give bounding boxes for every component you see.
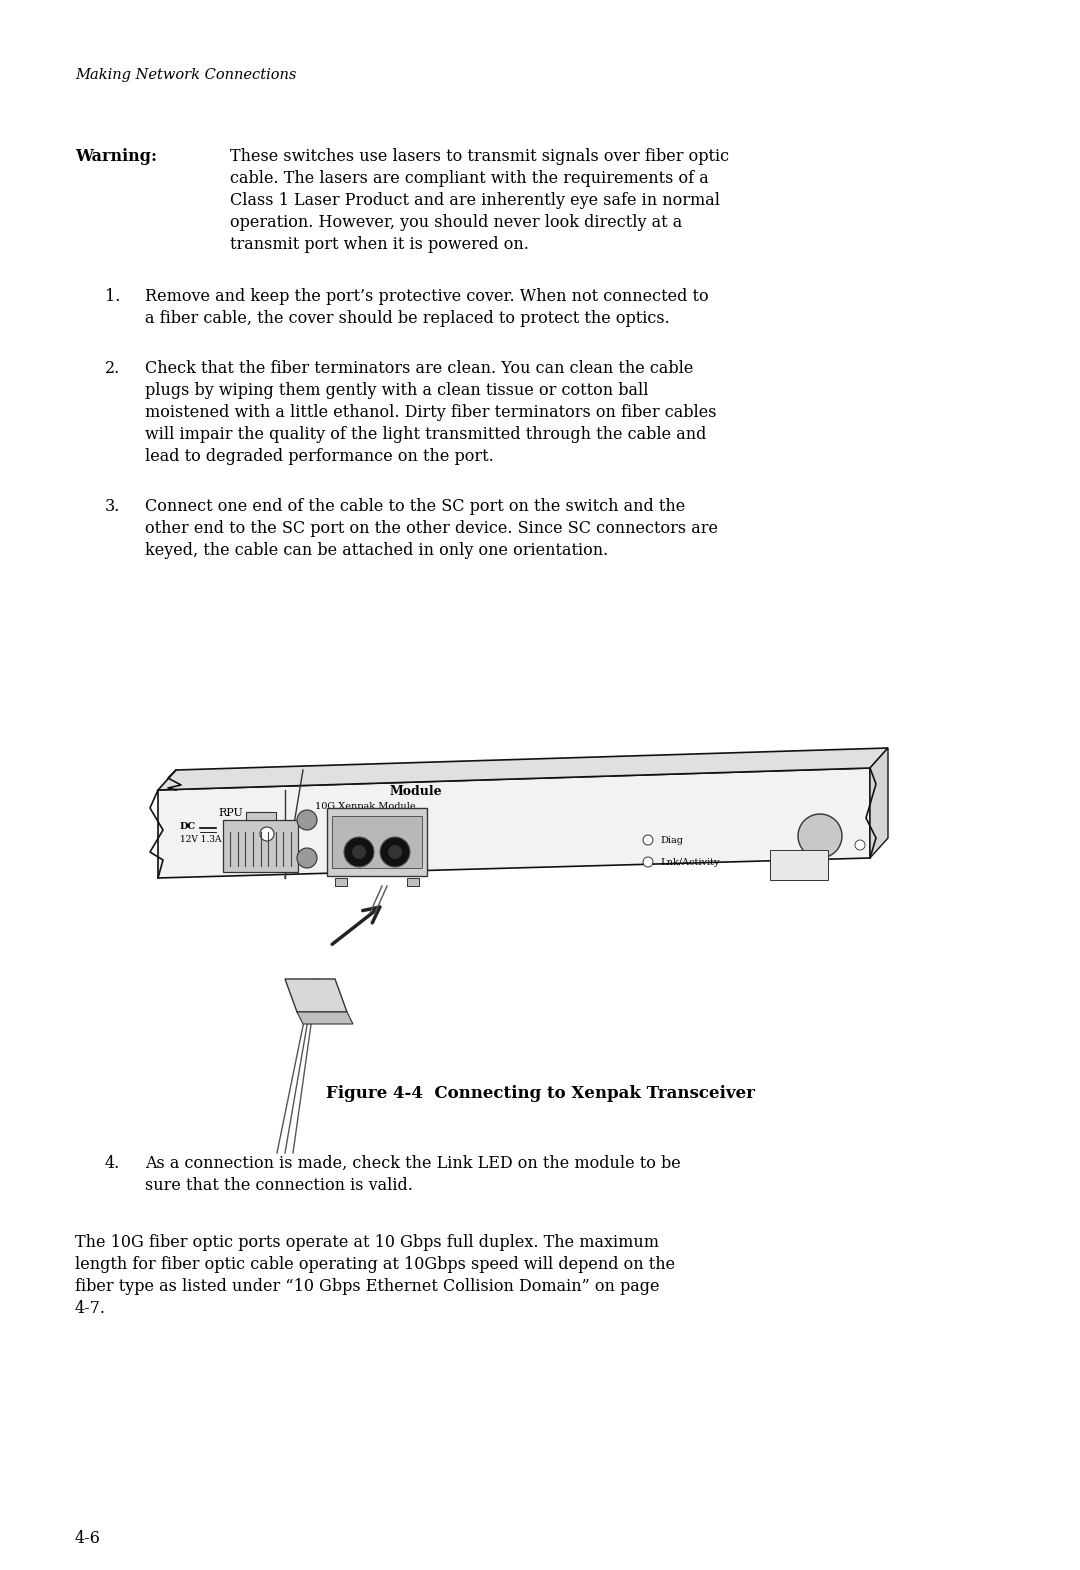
- Circle shape: [643, 857, 653, 867]
- Text: These switches use lasers to transmit signals over fiber optic: These switches use lasers to transmit si…: [230, 148, 729, 165]
- Text: Module: Module: [390, 785, 443, 798]
- Text: transmit port when it is powered on.: transmit port when it is powered on.: [230, 236, 529, 253]
- Circle shape: [352, 845, 366, 859]
- Bar: [327, 809, 427, 876]
- Text: a fiber cable, the cover should be replaced to protect the optics.: a fiber cable, the cover should be repla…: [145, 309, 670, 327]
- Circle shape: [345, 837, 374, 867]
- Text: 4-6: 4-6: [75, 1531, 100, 1546]
- Text: moistened with a little ethanol. Dirty fiber terminators on fiber cables: moistened with a little ethanol. Dirty f…: [145, 403, 716, 421]
- Text: fiber type as listed under “10 Gbps Ethernet Collision Domain” on page: fiber type as listed under “10 Gbps Ethe…: [75, 1278, 660, 1295]
- Circle shape: [297, 848, 318, 868]
- Bar: [222, 820, 298, 871]
- Text: Check that the fiber terminators are clean. You can clean the cable: Check that the fiber terminators are cle…: [145, 360, 693, 377]
- Text: keyed, the cable can be attached in only one orientation.: keyed, the cable can be attached in only…: [145, 542, 608, 559]
- Text: Connect one end of the cable to the SC port on the switch and the: Connect one end of the cable to the SC p…: [145, 498, 685, 515]
- Text: Up: Up: [792, 870, 807, 879]
- Text: Diag: Diag: [660, 835, 683, 845]
- Circle shape: [798, 813, 842, 857]
- Text: sure that the connection is valid.: sure that the connection is valid.: [145, 1178, 413, 1195]
- Text: As a connection is made, check the Link LED on the module to be: As a connection is made, check the Link …: [145, 1156, 680, 1171]
- Circle shape: [643, 835, 653, 845]
- Text: 4.: 4.: [105, 1156, 120, 1171]
- Text: DC: DC: [180, 823, 197, 831]
- Text: Xenpak: Xenpak: [363, 818, 391, 826]
- Text: 3.: 3.: [105, 498, 120, 515]
- Circle shape: [388, 845, 402, 859]
- Text: The 10G fiber optic ports operate at 10 Gbps full duplex. The maximum: The 10G fiber optic ports operate at 10 …: [75, 1234, 659, 1251]
- Bar: [770, 849, 828, 881]
- Text: plugs by wiping them gently with a clean tissue or cotton ball: plugs by wiping them gently with a clean…: [145, 382, 648, 399]
- Polygon shape: [870, 747, 888, 857]
- Bar: [335, 878, 347, 885]
- Circle shape: [380, 837, 410, 867]
- Circle shape: [855, 840, 865, 849]
- Bar: [407, 878, 419, 885]
- Text: 2.: 2.: [105, 360, 120, 377]
- Text: 4-7.: 4-7.: [75, 1300, 106, 1317]
- Text: 10G Xenpak Module: 10G Xenpak Module: [315, 802, 416, 812]
- Polygon shape: [158, 747, 888, 790]
- Text: length for fiber optic cable operating at 10Gbps speed will depend on the: length for fiber optic cable operating a…: [75, 1256, 675, 1273]
- Text: Figure 4-4  Connecting to Xenpak Transceiver: Figure 4-4 Connecting to Xenpak Transcei…: [325, 1085, 755, 1102]
- Text: Class 1 Laser Product and are inherently eye safe in normal: Class 1 Laser Product and are inherently…: [230, 192, 720, 209]
- Text: operation. However, you should never look directly at a: operation. However, you should never loo…: [230, 214, 683, 231]
- Text: other end to the SC port on the other device. Since SC connectors are: other end to the SC port on the other de…: [145, 520, 718, 537]
- Text: 12V 1.3A: 12V 1.3A: [180, 835, 221, 845]
- Text: Making Network Connections: Making Network Connections: [75, 68, 296, 82]
- Text: lead to degraded performance on the port.: lead to degraded performance on the port…: [145, 447, 494, 465]
- Bar: [245, 812, 275, 820]
- Text: cable. The lasers are compliant with the requirements of a: cable. The lasers are compliant with the…: [230, 170, 708, 187]
- Circle shape: [260, 827, 274, 842]
- Bar: [332, 816, 422, 868]
- Text: RPU: RPU: [218, 809, 243, 818]
- Text: Warning:: Warning:: [75, 148, 157, 165]
- Text: 1.: 1.: [105, 287, 120, 305]
- Polygon shape: [158, 768, 870, 878]
- Text: Lnk/Activity: Lnk/Activity: [660, 857, 719, 867]
- Polygon shape: [285, 980, 347, 1013]
- Text: Remove and keep the port’s protective cover. When not connected to: Remove and keep the port’s protective co…: [145, 287, 708, 305]
- Polygon shape: [297, 1013, 353, 1024]
- Circle shape: [297, 810, 318, 831]
- Text: will impair the quality of the light transmitted through the cable and: will impair the quality of the light tra…: [145, 425, 706, 443]
